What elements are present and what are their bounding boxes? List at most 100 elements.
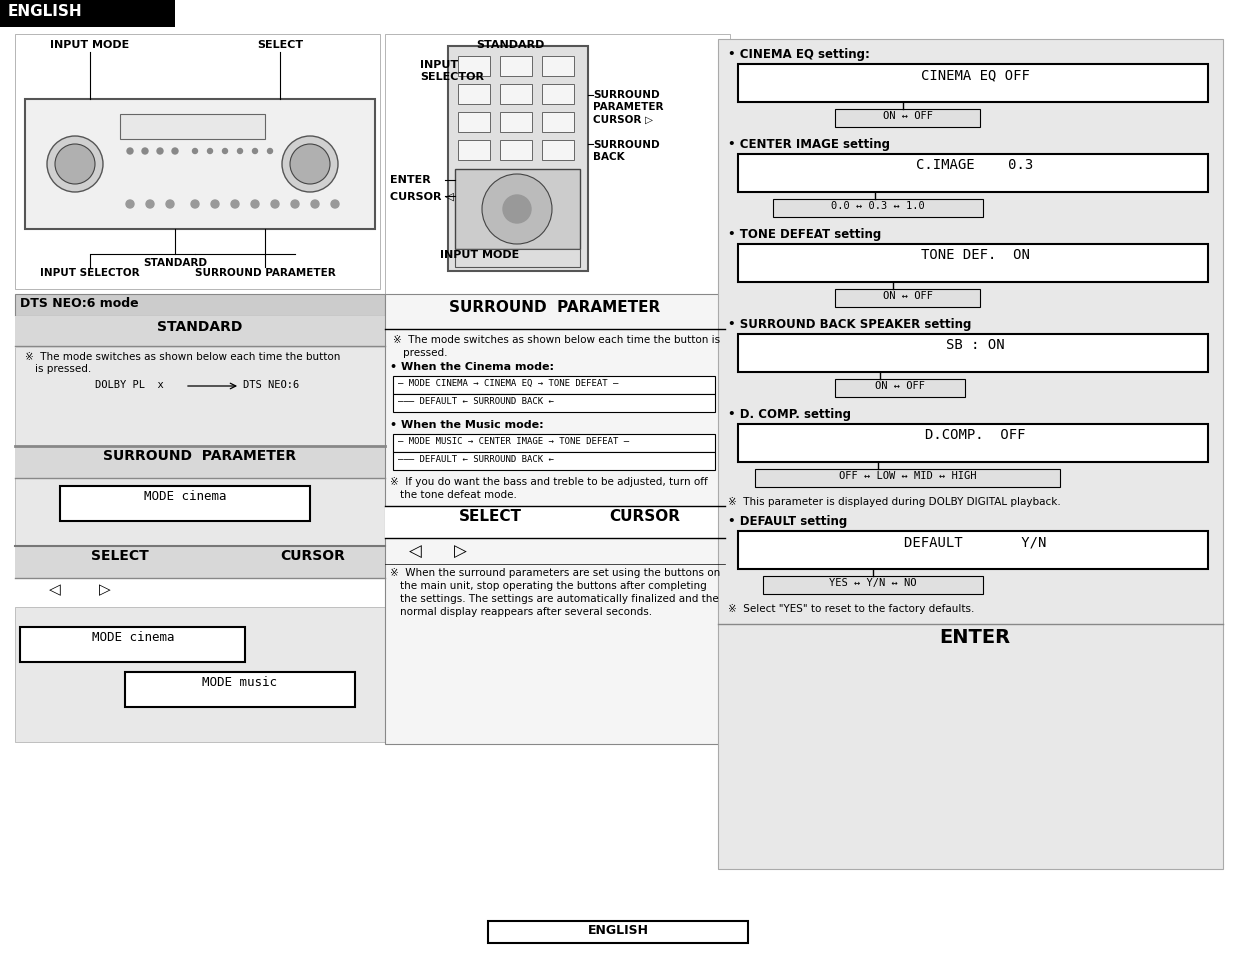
Text: BACK: BACK [593,152,625,162]
Bar [25,100,375,230]
Bar [393,453,715,471]
Text: DOLBY PL  x: DOLBY PL x [95,379,164,390]
Circle shape [331,201,338,209]
Circle shape [251,201,259,209]
Bar [15,316,385,349]
Text: TONE DEF.  ON: TONE DEF. ON [920,248,1030,262]
Circle shape [482,174,552,245]
Text: SB : ON: SB : ON [946,337,1004,352]
Circle shape [270,201,279,209]
Bar [739,424,1208,462]
Text: DTS NEO:6: DTS NEO:6 [243,379,299,390]
Text: pressed.: pressed. [403,348,447,357]
Text: • When the Cinema mode:: • When the Cinema mode: [390,361,555,372]
Text: ※  Select "YES" to reset to the factory defaults.: ※ Select "YES" to reset to the factory d… [727,603,974,614]
Text: – MODE CINEMA → CINEMA EQ → TONE DEFEAT –: – MODE CINEMA → CINEMA EQ → TONE DEFEAT … [398,378,619,388]
Text: ◁: ◁ [409,542,421,560]
Text: • CINEMA EQ setting:: • CINEMA EQ setting: [727,48,869,61]
Text: YES ↔ Y/N ↔ NO: YES ↔ Y/N ↔ NO [829,578,916,587]
Circle shape [291,201,299,209]
Circle shape [146,201,154,209]
Circle shape [126,201,135,209]
Text: ※  If you do want the bass and treble to be adjusted, turn off: ※ If you do want the bass and treble to … [390,476,708,486]
Bar [718,40,1223,869]
Bar [739,65,1208,103]
Text: is pressed.: is pressed. [35,364,91,374]
Bar [500,85,532,105]
Text: ON ↔ OFF: ON ↔ OFF [883,111,932,121]
Text: SURROUND  PARAMETER: SURROUND PARAMETER [104,449,296,462]
Bar [500,141,532,161]
Bar [835,379,965,397]
Text: CURSOR ◁: CURSOR ◁ [390,192,454,202]
Bar [458,112,490,132]
Circle shape [268,150,273,154]
Bar [739,335,1208,373]
Circle shape [172,149,178,154]
Bar [15,607,385,742]
Circle shape [191,201,199,209]
Bar [125,672,354,707]
Text: CURSOR: CURSOR [609,509,680,523]
Circle shape [56,145,95,185]
Text: ——— DEFAULT ← SURROUND BACK ←: ——— DEFAULT ← SURROUND BACK ← [398,455,553,463]
Bar [0,0,175,28]
Text: D.COMP.  OFF: D.COMP. OFF [925,428,1025,441]
Circle shape [311,201,319,209]
Text: SELECT: SELECT [91,548,149,562]
Text: ENTER: ENTER [390,174,431,185]
Bar [15,447,385,478]
Bar [773,200,983,218]
Bar [739,532,1208,569]
Text: OFF ↔ LOW ↔ MID ↔ HIGH: OFF ↔ LOW ↔ MID ↔ HIGH [840,471,977,480]
Text: ENGLISH: ENGLISH [7,4,83,19]
Text: DTS NEO:6 mode: DTS NEO:6 mode [20,296,138,310]
Bar [542,57,574,77]
Text: MODE cinema: MODE cinema [91,630,174,643]
Bar [385,294,725,744]
Circle shape [47,137,103,193]
Text: • DEFAULT setting: • DEFAULT setting [727,515,847,527]
Bar [739,245,1208,283]
Text: MODE cinema: MODE cinema [143,490,226,502]
Text: ENGLISH: ENGLISH [588,923,648,936]
Text: ON ↔ OFF: ON ↔ OFF [883,291,932,301]
Circle shape [157,149,163,154]
Circle shape [252,150,258,154]
Bar [500,112,532,132]
Text: CURSOR: CURSOR [280,548,345,562]
Text: SURROUND: SURROUND [593,90,659,100]
Bar [393,435,715,453]
Text: STANDARD: STANDARD [143,257,207,268]
Text: 0.0 ↔ 0.3 ↔ 1.0: 0.0 ↔ 0.3 ↔ 1.0 [831,201,925,211]
Circle shape [207,150,212,154]
Bar [385,35,730,299]
Text: INPUT: INPUT [420,60,458,70]
Text: • D. COMP. setting: • D. COMP. setting [727,408,851,420]
Bar [755,470,1060,488]
Text: ※  The mode switches as shown below each time the button: ※ The mode switches as shown below each … [25,352,341,361]
Text: • CENTER IMAGE setting: • CENTER IMAGE setting [727,138,890,151]
Circle shape [142,149,148,154]
Text: SELECT: SELECT [458,509,521,523]
Circle shape [282,137,338,193]
Bar [454,170,580,250]
Text: ※  When the surround parameters are set using the buttons on: ※ When the surround parameters are set u… [390,567,720,578]
Bar [739,154,1208,193]
Text: normal display reappears after several seconds.: normal display reappears after several s… [400,606,652,617]
Text: STANDARD: STANDARD [475,40,545,50]
Bar [15,447,385,546]
Bar [488,921,748,943]
Bar [542,112,574,132]
Bar [20,627,245,662]
Text: INPUT SELECTOR: INPUT SELECTOR [41,268,140,277]
Text: ON ↔ OFF: ON ↔ OFF [876,380,925,391]
Text: • SURROUND BACK SPEAKER setting: • SURROUND BACK SPEAKER setting [727,317,972,331]
Text: • When the Music mode:: • When the Music mode: [390,419,543,430]
Text: INPUT MODE: INPUT MODE [51,40,130,50]
Circle shape [222,150,227,154]
Bar [393,395,715,413]
Text: SURROUND PARAMETER: SURROUND PARAMETER [195,268,336,277]
Circle shape [237,150,242,154]
Text: the tone defeat mode.: the tone defeat mode. [400,490,517,499]
